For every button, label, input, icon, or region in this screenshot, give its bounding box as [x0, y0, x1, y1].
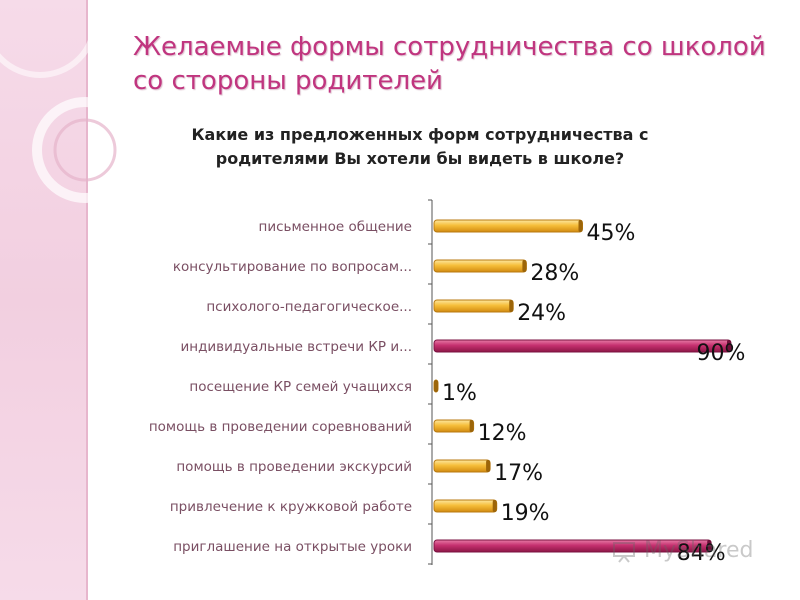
chart-title: Какие из предложенных форм сотрудничеств…	[150, 123, 690, 171]
value-label: 17%	[494, 461, 543, 486]
slide-title: Желаемые формы сотрудничества со школой …	[133, 30, 773, 98]
bar-7	[433, 459, 491, 473]
decor-rings	[0, 0, 138, 203]
bar-end-cap	[727, 340, 731, 352]
category-label: приглашение на открытые уроки	[173, 539, 412, 555]
bar-end-cap	[434, 380, 438, 392]
bar-6	[433, 419, 475, 433]
value-label: 19%	[501, 501, 550, 526]
bar-8	[433, 499, 498, 513]
value-label: 28%	[530, 261, 579, 286]
watermark: MyShared	[612, 538, 782, 570]
category-label: консультирование по вопросам...	[173, 259, 412, 275]
chart-title-line2: родителями Вы хотели бы видеть в школе?	[215, 149, 625, 168]
category-label: письменное общение	[259, 219, 413, 235]
value-label: 45%	[587, 221, 636, 246]
category-label: индивидуальные встречи КР и...	[180, 339, 412, 355]
value-label: 12%	[478, 421, 527, 446]
value-label: 1%	[442, 381, 477, 406]
bar-2	[433, 259, 527, 273]
left-decor-line	[86, 0, 88, 600]
bar-end-cap	[578, 220, 583, 232]
value-label: 24%	[517, 301, 566, 326]
slide-title-line2: со стороны родителей	[133, 66, 443, 96]
bar-1	[433, 219, 583, 233]
bar-end-cap	[492, 500, 497, 512]
category-label: привлечение к кружковой работе	[170, 499, 412, 515]
category-label: помощь в проведении соревнований	[149, 419, 412, 435]
slide-title-line1: Желаемые формы сотрудничества со школой	[133, 32, 766, 62]
category-label: посещение КР семей учащихся	[189, 379, 412, 395]
value-label: 84%	[677, 541, 726, 566]
presentation-icon	[613, 542, 635, 563]
chart-title-line1: Какие из предложенных форм сотрудничеств…	[191, 125, 649, 144]
category-label: психолого-педагогическое...	[206, 299, 412, 315]
watermark-text: MyShared	[644, 538, 754, 563]
bar-end-cap	[486, 460, 491, 472]
category-label: помощь в проведении экскурсий	[176, 459, 412, 475]
bar-3	[433, 299, 514, 313]
bar-4	[433, 339, 732, 353]
bar-end-cap	[469, 420, 474, 432]
bar-end-cap	[509, 300, 514, 312]
value-label: 90%	[697, 341, 746, 366]
bar-end-cap	[707, 540, 712, 552]
bar-end-cap	[522, 260, 527, 272]
